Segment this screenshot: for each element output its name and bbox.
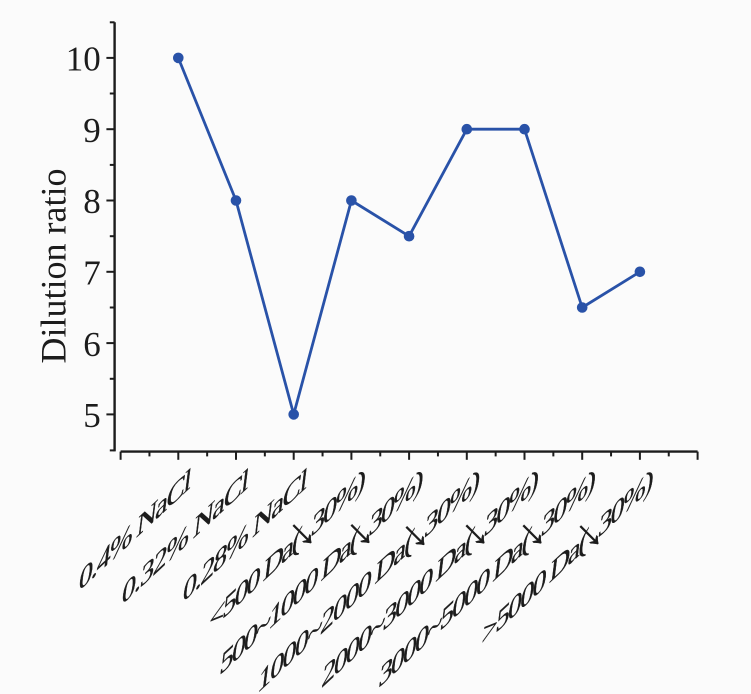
svg-text:10: 10	[66, 40, 101, 79]
svg-text:6: 6	[83, 325, 101, 364]
svg-text:7: 7	[83, 253, 101, 292]
svg-text:9: 9	[83, 111, 101, 150]
svg-text:8: 8	[83, 182, 101, 221]
svg-text:Dilution ratio: Dilution ratio	[34, 169, 74, 364]
svg-text:5: 5	[83, 396, 101, 435]
